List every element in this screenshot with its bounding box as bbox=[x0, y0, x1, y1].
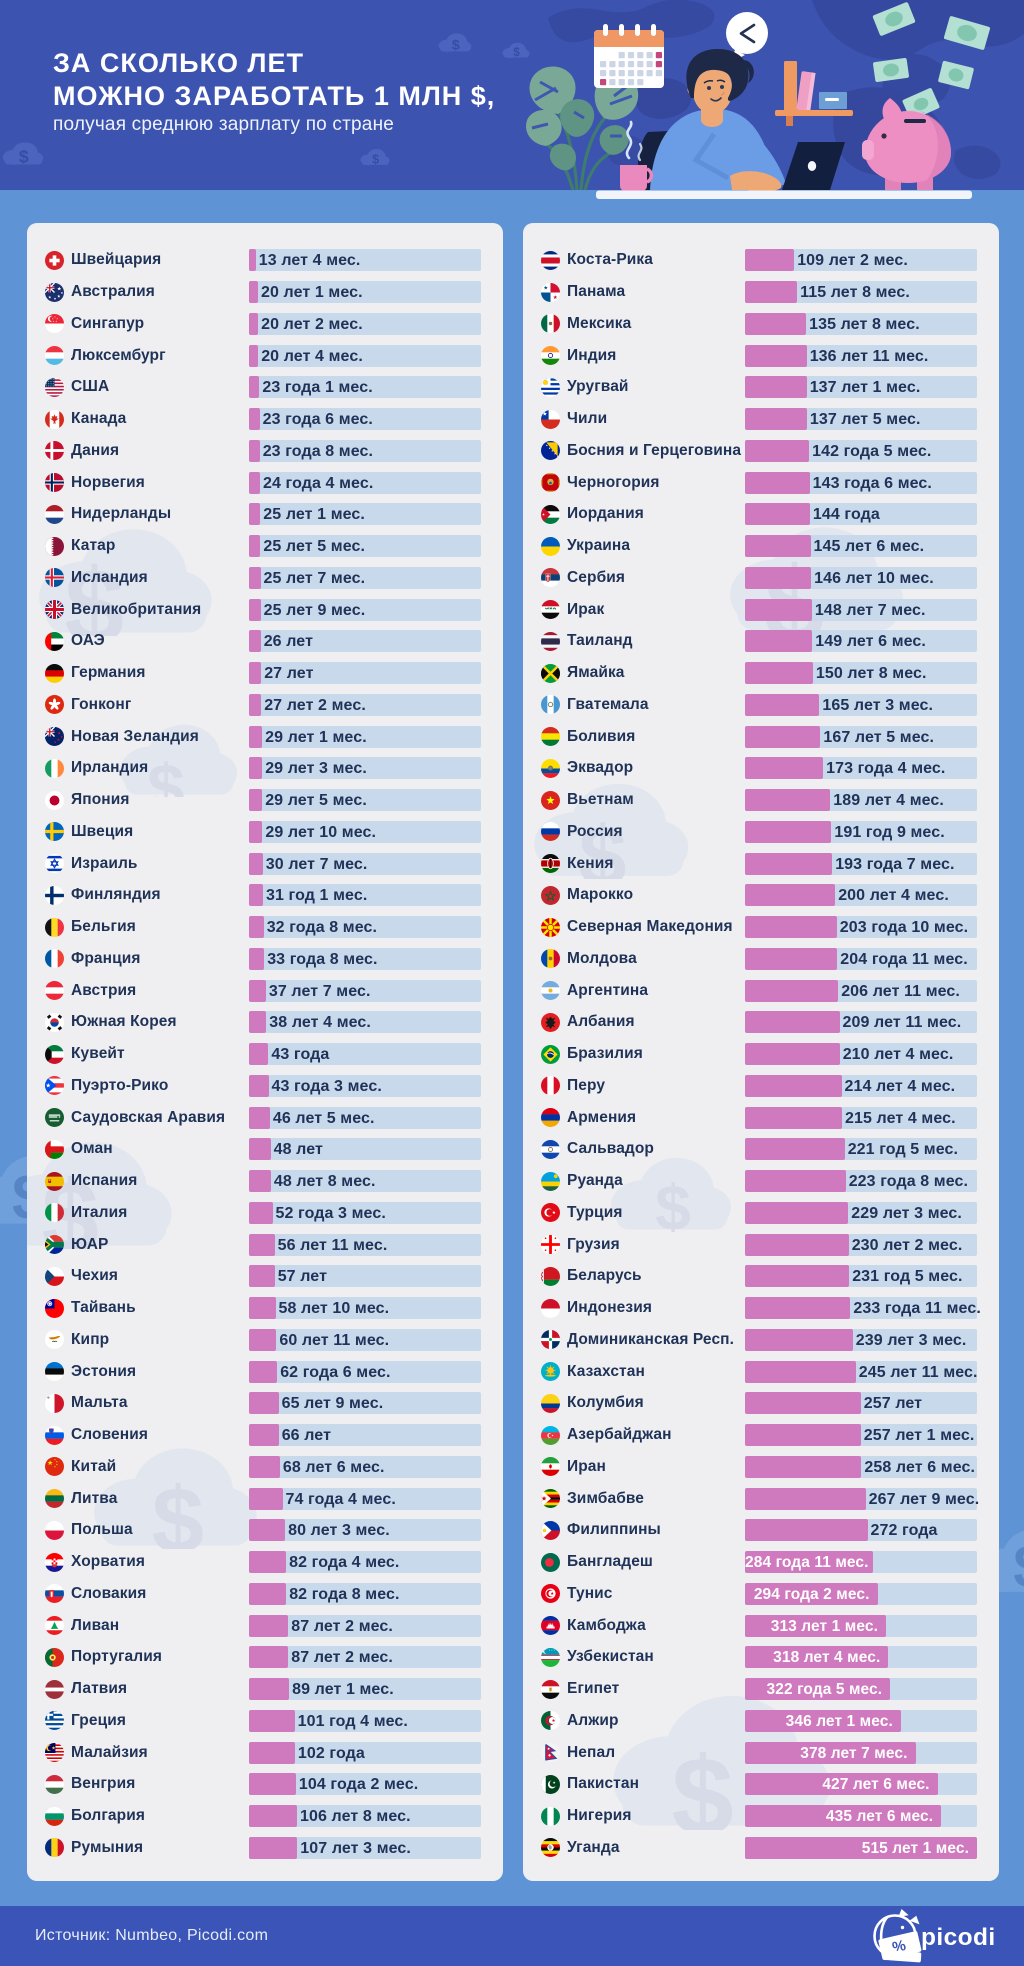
svg-text:$: $ bbox=[372, 152, 379, 166]
svg-text:$: $ bbox=[19, 146, 29, 166]
svg-text:$: $ bbox=[65, 546, 124, 636]
svg-text:$: $ bbox=[579, 808, 627, 879]
svg-text:$: $ bbox=[147, 751, 185, 797]
svg-text:$: $ bbox=[655, 1172, 691, 1232]
svg-text:$: $ bbox=[452, 38, 460, 54]
svg-text:picodi: picodi bbox=[921, 1924, 996, 1951]
svg-text:$: $ bbox=[513, 46, 520, 59]
svg-text:$: $ bbox=[1013, 1533, 1024, 1594]
svg-text:$: $ bbox=[152, 1467, 204, 1549]
svg-text:$: $ bbox=[672, 1733, 734, 1830]
